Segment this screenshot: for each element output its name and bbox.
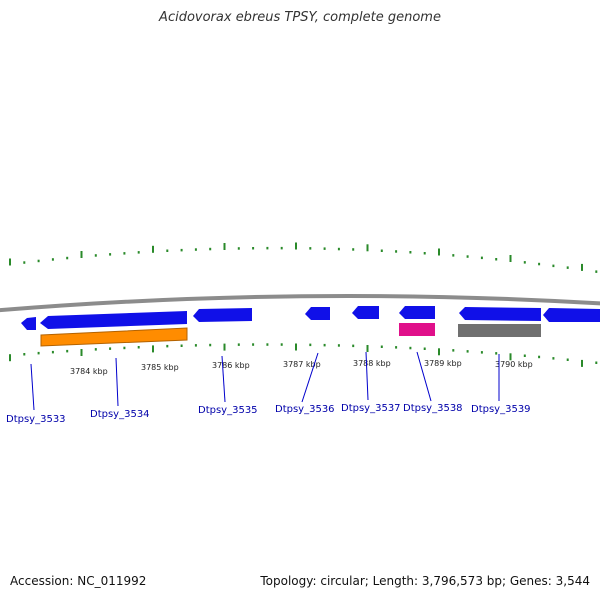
- kbp-scale: 3784 kbp 3785 kbp 3786 kbp 3787 kbp 3788…: [70, 359, 533, 376]
- gene-label-3538[interactable]: Dtpsy_3538: [403, 403, 463, 414]
- gene-arrow-3535[interactable]: [193, 308, 252, 322]
- gene-label-3537[interactable]: Dtpsy_3537: [341, 403, 401, 414]
- gene-arrow-3539[interactable]: [459, 307, 541, 321]
- kbp-label-3784: 3784 kbp: [70, 367, 108, 376]
- genome-backbone: [0, 293, 600, 313]
- gene-arrow-3533[interactable]: [21, 317, 36, 330]
- gene-labels: Dtpsy_3533 Dtpsy_3534 Dtpsy_3535 Dtpsy_3…: [6, 403, 531, 425]
- gene-label-3539[interactable]: Dtpsy_3539: [471, 404, 531, 415]
- gene-features: [21, 306, 600, 347]
- kbp-label-3790: 3790 kbp: [495, 360, 533, 369]
- kbp-label-3787: 3787 kbp: [283, 360, 321, 369]
- gene-label-3535[interactable]: Dtpsy_3535: [198, 405, 258, 416]
- gene-label-3533[interactable]: Dtpsy_3533: [6, 414, 66, 425]
- accession-text: Accession: NC_011992: [10, 574, 147, 588]
- gene-arrow-next[interactable]: [543, 308, 600, 322]
- lower-tick-track: [9, 343, 598, 367]
- gene-label-3534[interactable]: Dtpsy_3534: [90, 409, 150, 420]
- feature-bar-orange[interactable]: [40, 327, 188, 347]
- kbp-label-3788: 3788 kbp: [353, 359, 391, 368]
- gene-arrow-3534[interactable]: [40, 311, 187, 329]
- kbp-label-3786: 3786 kbp: [212, 361, 250, 370]
- feature-bar-gray[interactable]: [458, 324, 541, 337]
- gene-label-leaders: [30, 351, 500, 411]
- feature-bar-pink[interactable]: [399, 323, 435, 336]
- kbp-label-3789: 3789 kbp: [424, 359, 462, 368]
- gene-label-3536[interactable]: Dtpsy_3536: [275, 404, 335, 415]
- upper-tick-track: [9, 242, 598, 273]
- gene-arrow-3537[interactable]: [352, 306, 379, 319]
- topology-text: Topology: circular; Length: 3,796,573 bp…: [260, 574, 590, 588]
- gene-arrow-3538-top[interactable]: [399, 306, 435, 319]
- kbp-label-3785: 3785 kbp: [141, 363, 179, 372]
- gene-arrow-3536[interactable]: [305, 307, 330, 320]
- map-title: Acidovorax ebreus TPSY, complete genome: [159, 10, 441, 25]
